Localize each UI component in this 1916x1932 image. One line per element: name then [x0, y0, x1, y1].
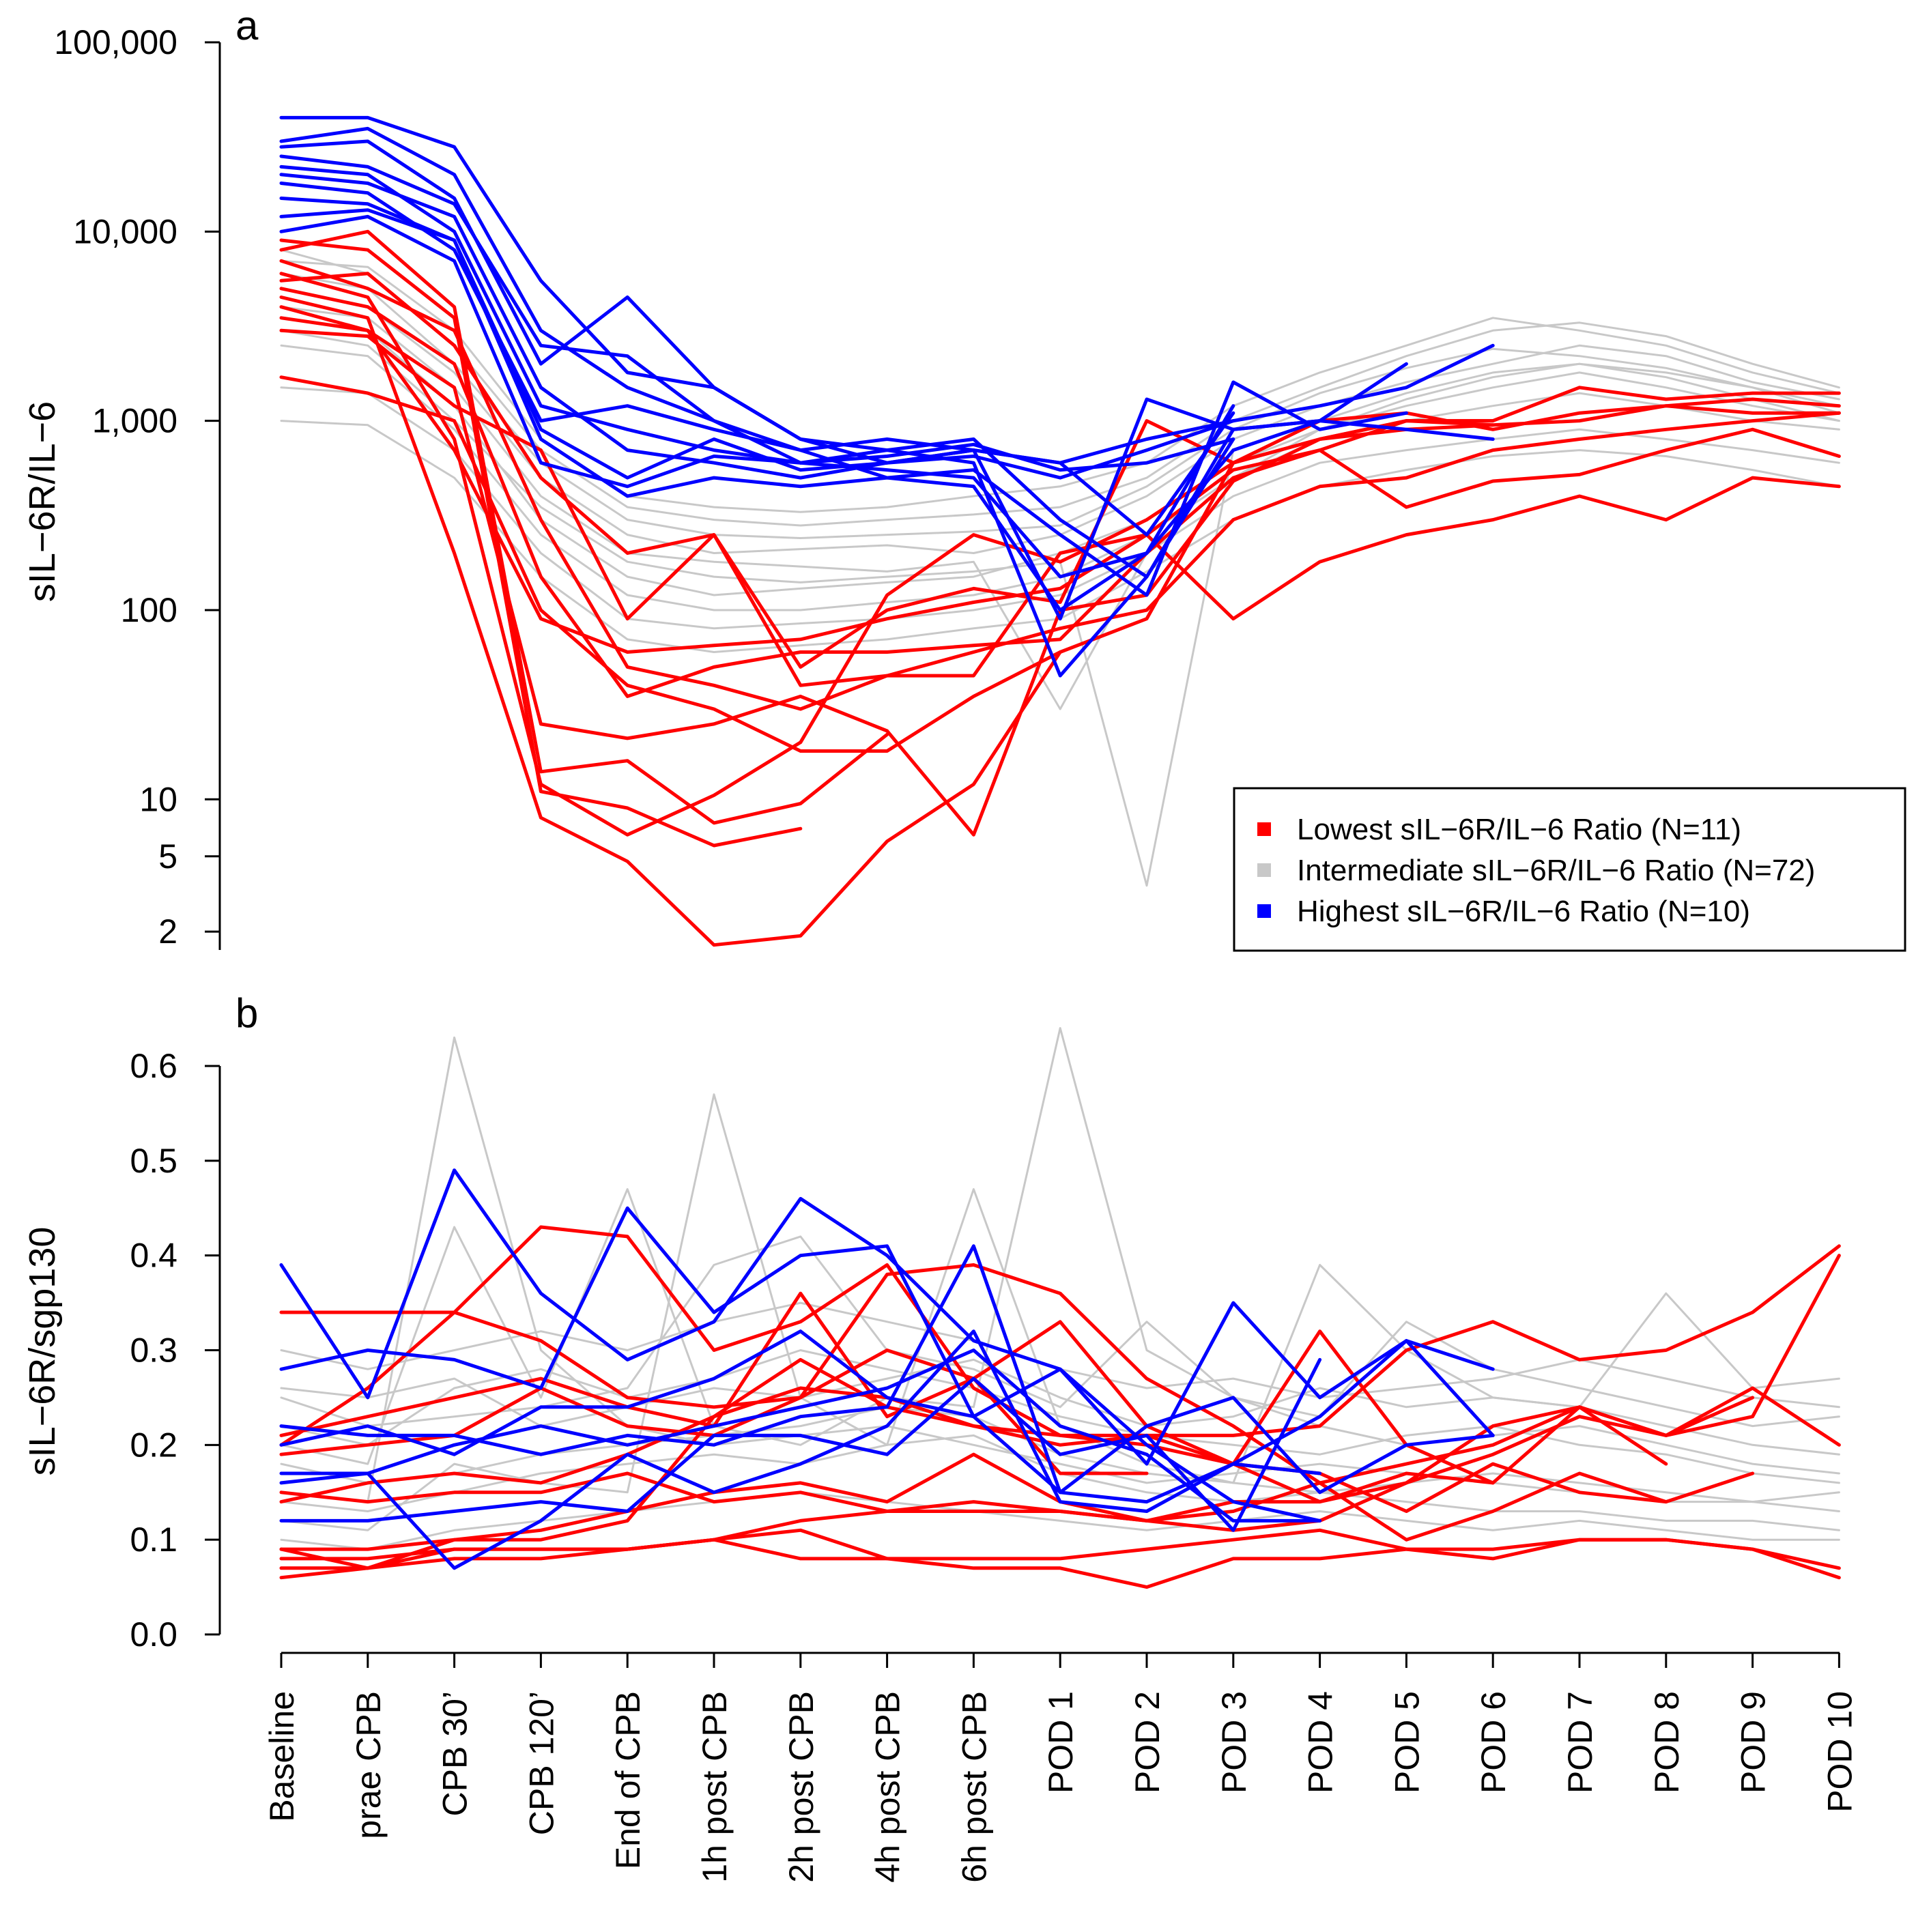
panel-a-series-line-lowest-20 — [279, 328, 1841, 669]
panel-b-series-line-highest-21 — [279, 1168, 1322, 1523]
x-tick-label-6h-post-cpb: 6h post CPB — [955, 1691, 993, 1883]
panel-a-y-tick-label: 10,000 — [73, 212, 177, 250]
x-tick-label-pod-4: POD 4 — [1302, 1691, 1340, 1793]
panel-a-y-ticks: 2 5 10 100 1,000 10,000 100,000 — [54, 23, 220, 951]
panel-a-y-tick-label: 1,000 — [92, 402, 177, 440]
panel-b-series-line-highest-22 — [279, 1206, 1495, 1466]
legend-label-lowest: Lowest sIL−6R/IL−6 Ratio (N=11) — [1297, 813, 1741, 846]
panel-b-y-title: sIL−6R/sgp130 — [22, 1227, 63, 1476]
panel-a-y-tick-label: 5 — [158, 837, 177, 876]
panel-b: 0.0 0.1 0.2 0.3 0.4 0.5 0.6 b sIL−6R/sgp130 Ba… — [22, 990, 1859, 1883]
x-tick-label-pod-2: POD 2 — [1128, 1691, 1167, 1793]
panel-a-series-line-highest-27 — [279, 164, 1235, 472]
panel-a-series-line-lowest-16 — [279, 229, 889, 825]
legend-frame — [1233, 787, 1906, 952]
panel-b-series-line-intermediate-7 — [280, 1301, 1840, 1409]
panel-a-series-line-highest-28 — [279, 182, 1235, 612]
x-tick-label-pod-5: POD 5 — [1388, 1691, 1426, 1793]
x-tick-label-2h-post-cpb: 2h post CPB — [782, 1691, 820, 1883]
panel-a-series-line-lowest-14 — [279, 259, 1841, 711]
panel-a-series-line-highest-29 — [279, 154, 1235, 579]
panel-b-series-line-intermediate-5 — [280, 1349, 1840, 1484]
x-tick-label-pod-7: POD 7 — [1561, 1691, 1599, 1793]
x-tick-label-cpb-30: CPB 30’ — [436, 1691, 474, 1816]
panel-a-series-line-lowest-19 — [279, 272, 1841, 687]
x-tick-label-pod-10: POD 10 — [1820, 1691, 1859, 1813]
x-tick-label-pod-1: POD 1 — [1042, 1691, 1080, 1793]
panel-a-series-line-lowest-15 — [279, 287, 1495, 698]
panel-b-y-tick-label: 0.4 — [130, 1237, 177, 1275]
panel-b-letter: b — [235, 990, 258, 1036]
panel-b-y-tick-label: 0.3 — [130, 1331, 177, 1370]
panel-b-series-line-highest-27 — [279, 1349, 1322, 1523]
panel-a-series-line-intermediate-4 — [280, 386, 1840, 630]
panel-b-series-line-lowest-20 — [279, 1386, 1668, 1513]
legend-swatch-highest — [1257, 904, 1271, 918]
legend-swatch-lowest — [1257, 822, 1271, 836]
x-tick-label-pod-9: POD 9 — [1734, 1691, 1773, 1793]
x-tick-label-end-of-cpb: End of CPB — [609, 1691, 647, 1869]
x-axis-ticks: Baseline prae CPB CPB 30’ CPB 120’ End of CP… — [263, 1653, 1859, 1883]
panel-a-series-line-intermediate-9 — [280, 259, 1840, 513]
x-tick-label-prae-cpb: prae CPB — [349, 1691, 388, 1839]
panel-b-y-tick-label: 0.2 — [130, 1426, 177, 1464]
panel-b-y-ticks: 0.0 0.1 0.2 0.3 0.4 0.5 0.6 — [130, 1047, 220, 1654]
panel-b-series-line-intermediate-0 — [280, 1036, 1840, 1512]
panel-a-series-line-lowest-13 — [279, 375, 1841, 753]
panel-b-series-line-lowest-18 — [279, 1405, 1668, 1523]
x-tick-label-4h-post-cpb: 4h post CPB — [869, 1691, 907, 1883]
panel-b-series-line-lowest-19 — [279, 1396, 1755, 1551]
panel-a-series-line-lowest-18 — [279, 305, 1841, 654]
panel-a-y-title: sIL−6R/IL−6 — [22, 401, 63, 602]
panel-a-series-line-highest-22 — [279, 126, 1495, 465]
panel-b-y-tick-label: 0.6 — [130, 1047, 177, 1085]
legend-swatch-intermediate — [1257, 863, 1271, 877]
x-tick-label-cpb-120: CPB 120’ — [522, 1691, 560, 1835]
panel-b-series-line-highest-24 — [279, 1329, 1495, 1570]
legend-label-intermediate: Intermediate sIL−6R/IL−6 Ratio (N=72) — [1297, 854, 1815, 887]
panel-b-y-tick-label: 0.1 — [130, 1520, 177, 1559]
panel-b-series-line-lowest-17 — [279, 1538, 1841, 1589]
x-tick-label-pod-8: POD 8 — [1648, 1691, 1686, 1793]
panel-b-series-line-highest-26 — [279, 1329, 1322, 1504]
panel-a-y-tick-label: 100,000 — [54, 23, 177, 61]
x-tick-label-pod-6: POD 6 — [1474, 1691, 1513, 1793]
panel-a-lines — [279, 115, 1841, 947]
legend-label-highest: Highest sIL−6R/IL−6 Ratio (N=10) — [1297, 895, 1750, 928]
panel-b-y-tick-label: 0.5 — [130, 1142, 177, 1180]
panel-b-lines — [279, 1027, 1841, 1589]
x-tick-label-pod-3: POD 3 — [1215, 1691, 1253, 1793]
panel-b-series-line-highest-25 — [279, 1357, 1322, 1532]
panel-a-series-line-lowest-17 — [279, 238, 803, 848]
panel-a-y-tick-label: 10 — [139, 780, 177, 818]
panel-a-y-tick-label: 2 — [158, 912, 177, 951]
x-tick-label-1h-post-cpb: 1h post CPB — [696, 1691, 734, 1883]
x-tick-label-baseline: Baseline — [263, 1691, 301, 1822]
panel-b-series-line-intermediate-1 — [280, 1027, 1840, 1475]
panel-b-y-tick-label: 0.0 — [130, 1615, 177, 1654]
panel-a-letter: a — [235, 3, 259, 48]
panel-b-series-line-highest-23 — [279, 1244, 1495, 1495]
panel-a-y-tick-label: 100 — [121, 591, 177, 629]
legend: Lowest sIL−6R/IL−6 Ratio (N=11) Intermed… — [1233, 787, 1906, 952]
panel-a-series-line-highest-30 — [279, 208, 1235, 537]
panel-a-series-line-lowest-10 — [279, 295, 1062, 947]
